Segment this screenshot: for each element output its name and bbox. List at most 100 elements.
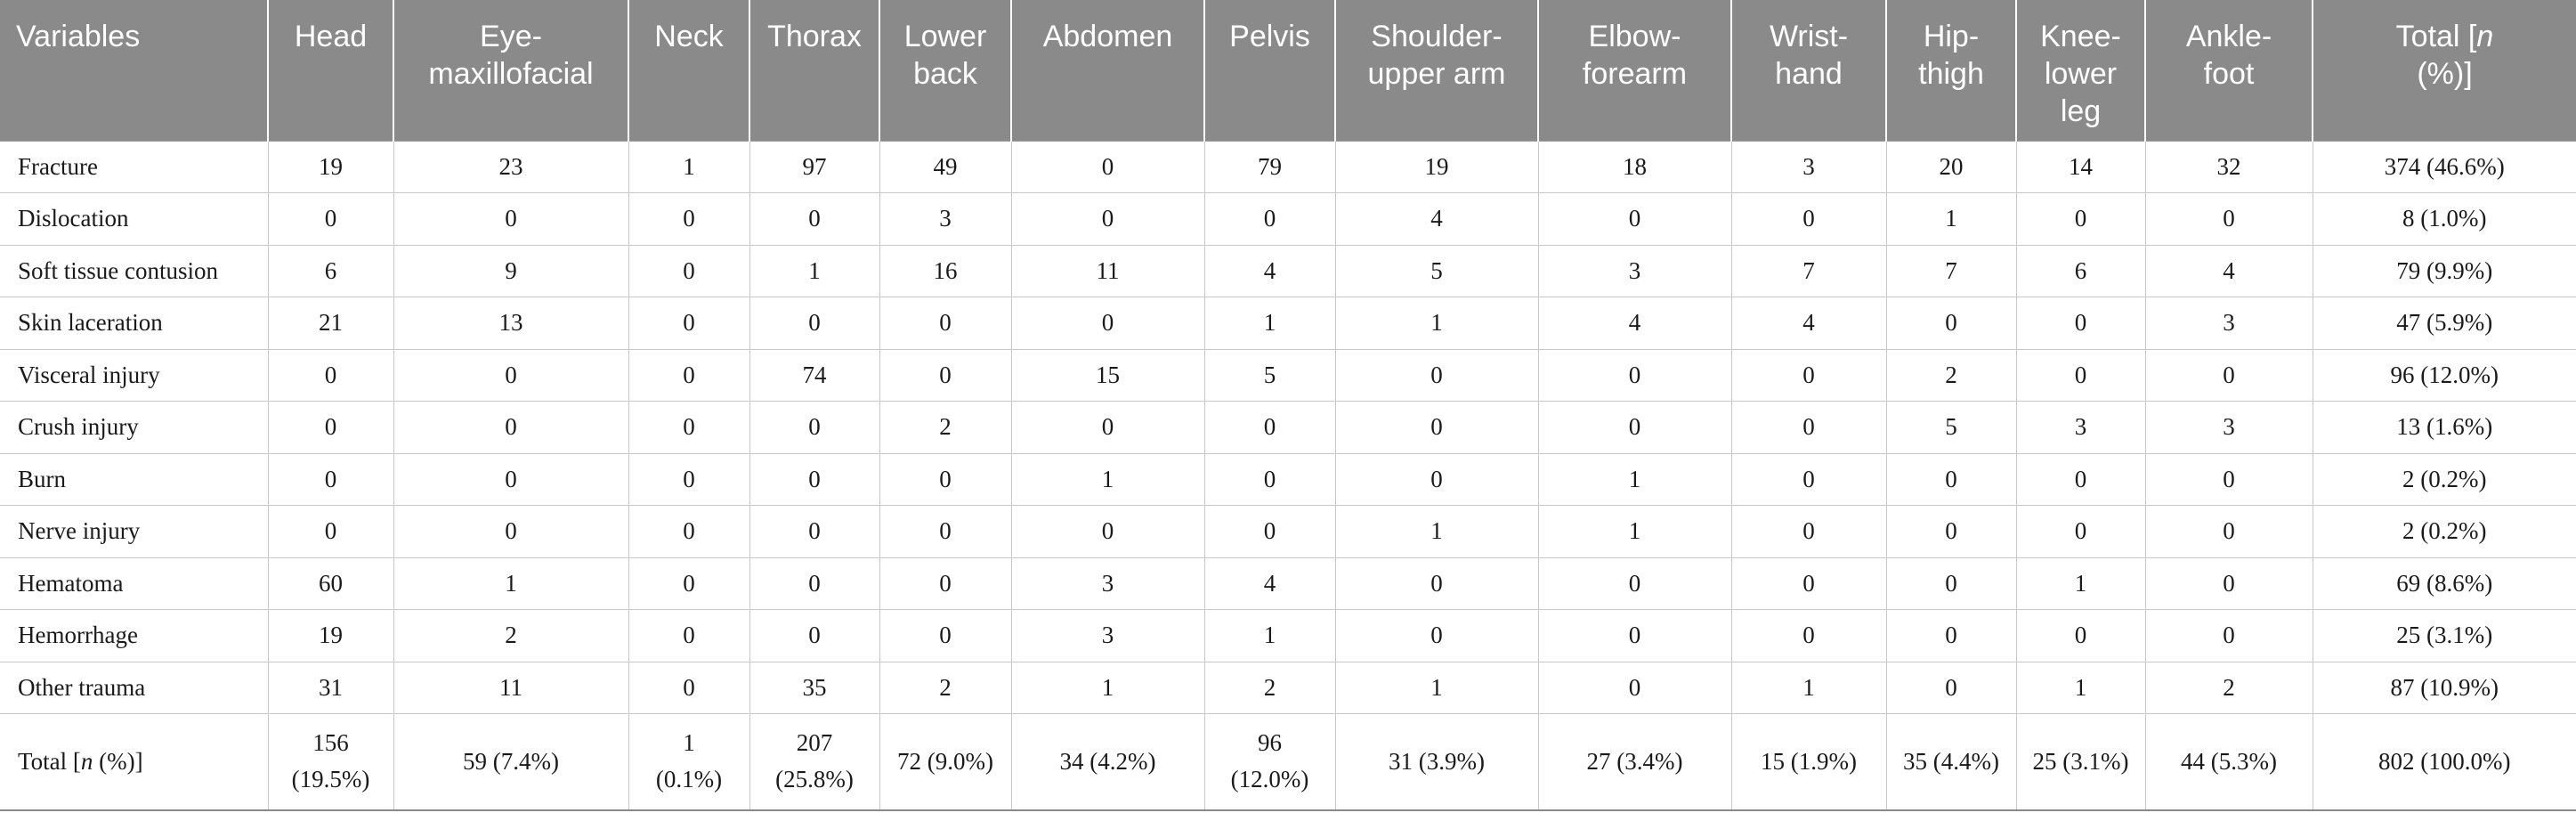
table-cell: 0 bbox=[267, 401, 393, 454]
table-row-crush-injury: Crush injury 0 0 0 0 2 0 0 0 0 0 5 3 3 13 (1.6%) bbox=[0, 401, 2576, 454]
table-cell: 1 bbox=[1537, 453, 1731, 506]
table-cell: 0 bbox=[879, 609, 1011, 662]
total-cell: 156 (19.5%) bbox=[267, 713, 393, 810]
table-cell: 0 bbox=[2015, 349, 2145, 402]
table-cell: 4 bbox=[2144, 245, 2313, 297]
total-cell: 35 (4.4%) bbox=[1885, 713, 2016, 810]
table-cell: 2 (0.2%) bbox=[2312, 505, 2576, 558]
table-cell: 0 bbox=[879, 453, 1011, 506]
table-cell: 2 (0.2%) bbox=[2312, 453, 2576, 506]
table-header: Variables Head Eye-maxillofacial Neck Thorax… bbox=[0, 0, 2576, 141]
row-label: Fracture bbox=[0, 140, 268, 193]
total-cell: 15 (1.9%) bbox=[1730, 713, 1886, 810]
table-cell: 0 bbox=[1885, 453, 2016, 506]
table-cell: 15 bbox=[1010, 349, 1204, 402]
table-cell: 4 bbox=[1203, 557, 1335, 610]
table-cell: 0 bbox=[879, 505, 1011, 558]
table-cell: 0 bbox=[393, 349, 628, 402]
table-cell: 2 bbox=[2144, 662, 2313, 714]
table-cell: 8 (1.0%) bbox=[2312, 192, 2576, 246]
table-cell: 0 bbox=[1334, 453, 1538, 506]
table-cell: 47 (5.9%) bbox=[2312, 297, 2576, 350]
table-cell: 16 bbox=[879, 245, 1011, 297]
table-cell: 0 bbox=[2015, 453, 2145, 506]
table-cell: 0 bbox=[1010, 140, 1204, 193]
table-cell: 1 bbox=[1537, 505, 1731, 558]
total-cell: 59 (7.4%) bbox=[393, 713, 628, 810]
total-cell: 34 (4.2%) bbox=[1010, 713, 1204, 810]
table-cell: 74 bbox=[749, 349, 879, 402]
table-row-burn: Burn 0 0 0 0 0 1 0 0 1 0 0 0 0 2 (0.2%) bbox=[0, 453, 2576, 506]
table-cell: 0 bbox=[879, 557, 1011, 610]
row-label: Soft tissue contusion bbox=[0, 245, 268, 297]
table-cell: 2 bbox=[879, 401, 1011, 454]
table-cell: 2 bbox=[1885, 349, 2016, 402]
column-header-head: Head bbox=[267, 0, 393, 141]
table-cell: 0 bbox=[2144, 349, 2313, 402]
table-cell: 1 bbox=[628, 140, 749, 193]
table-cell: 0 bbox=[2015, 609, 2145, 662]
column-header-eye-maxillofacial: Eye-maxillofacial bbox=[393, 0, 628, 141]
table-cell: 0 bbox=[1885, 609, 2016, 662]
table-cell: 4 bbox=[1203, 245, 1335, 297]
table-cell: 0 bbox=[749, 192, 879, 246]
total-cell: 72 (9.0%) bbox=[879, 713, 1011, 810]
table-cell: 0 bbox=[1203, 505, 1335, 558]
table-cell: 1 bbox=[393, 557, 628, 610]
table-cell: 3 bbox=[1010, 557, 1204, 610]
table-cell: 0 bbox=[2144, 192, 2313, 246]
row-label: Nerve injury bbox=[0, 505, 268, 558]
table-cell: 1 bbox=[1334, 505, 1538, 558]
table-cell: 0 bbox=[2144, 609, 2313, 662]
table-cell: 1 bbox=[1334, 297, 1538, 350]
table-cell: 35 bbox=[749, 662, 879, 714]
table-cell: 0 bbox=[393, 505, 628, 558]
table-cell: 0 bbox=[1537, 557, 1731, 610]
table-row-nerve-injury: Nerve injury 0 0 0 0 0 0 0 1 1 0 0 0 0 2 (0.2%) bbox=[0, 505, 2576, 558]
table-cell: 19 bbox=[267, 140, 393, 193]
table-cell: 0 bbox=[749, 557, 879, 610]
table-cell: 0 bbox=[628, 505, 749, 558]
table-cell: 5 bbox=[1334, 245, 1538, 297]
table-cell: 0 bbox=[749, 401, 879, 454]
row-label: Other trauma bbox=[0, 662, 268, 714]
table-cell: 3 bbox=[1010, 609, 1204, 662]
table-cell: 6 bbox=[267, 245, 393, 297]
table-cell: 0 bbox=[749, 453, 879, 506]
table-cell: 5 bbox=[1885, 401, 2016, 454]
total-cell: 802 (100.0%) bbox=[2312, 713, 2576, 810]
column-header-knee-lower-leg: Knee-lower leg bbox=[2015, 0, 2145, 141]
table-cell: 0 bbox=[393, 401, 628, 454]
table-cell: 0 bbox=[1010, 297, 1204, 350]
table-cell: 0 bbox=[1730, 505, 1886, 558]
table-cell: 4 bbox=[1334, 192, 1538, 246]
row-label: Burn bbox=[0, 453, 268, 506]
table-cell: 0 bbox=[1730, 609, 1886, 662]
table-row-soft-tissue-contusion: Soft tissue contusion 6 9 0 1 16 11 4 5 3 7 7 6 4 79 (… bbox=[0, 245, 2576, 297]
column-header-variables: Variables bbox=[0, 0, 268, 141]
table-cell: 96 (12.0%) bbox=[2312, 349, 2576, 402]
table-cell: 6 bbox=[2015, 245, 2145, 297]
table-cell: 0 bbox=[628, 349, 749, 402]
table-row-visceral-injury: Visceral injury 0 0 0 74 0 15 5 0 0 0 2 0 0 96 (12.0%) bbox=[0, 349, 2576, 402]
table-cell: 0 bbox=[1730, 453, 1886, 506]
table-cell: 9 bbox=[393, 245, 628, 297]
total-cell: 27 (3.4%) bbox=[1537, 713, 1731, 810]
table-cell: 14 bbox=[2015, 140, 2145, 193]
total-cell: 31 (3.9%) bbox=[1334, 713, 1538, 810]
table-cell: 3 bbox=[2015, 401, 2145, 454]
table-cell: 1 bbox=[1203, 297, 1335, 350]
column-header-neck: Neck bbox=[628, 0, 749, 141]
column-header-elbow-forearm: Elbow-forearm bbox=[1537, 0, 1731, 141]
table-cell: 0 bbox=[1203, 453, 1335, 506]
table-cell: 0 bbox=[1537, 662, 1731, 714]
table-cell: 0 bbox=[1203, 401, 1335, 454]
table-cell: 79 bbox=[1203, 140, 1335, 193]
table-cell: 79 (9.9%) bbox=[2312, 245, 2576, 297]
table-row-dislocation: Dislocation 0 0 0 0 3 0 0 4 0 0 1 0 0 8 (1.0%) bbox=[0, 192, 2576, 246]
table-cell: 0 bbox=[879, 297, 1011, 350]
table-cell: 87 (10.9%) bbox=[2312, 662, 2576, 714]
table-cell: 0 bbox=[2015, 505, 2145, 558]
table-cell: 3 bbox=[1730, 140, 1886, 193]
